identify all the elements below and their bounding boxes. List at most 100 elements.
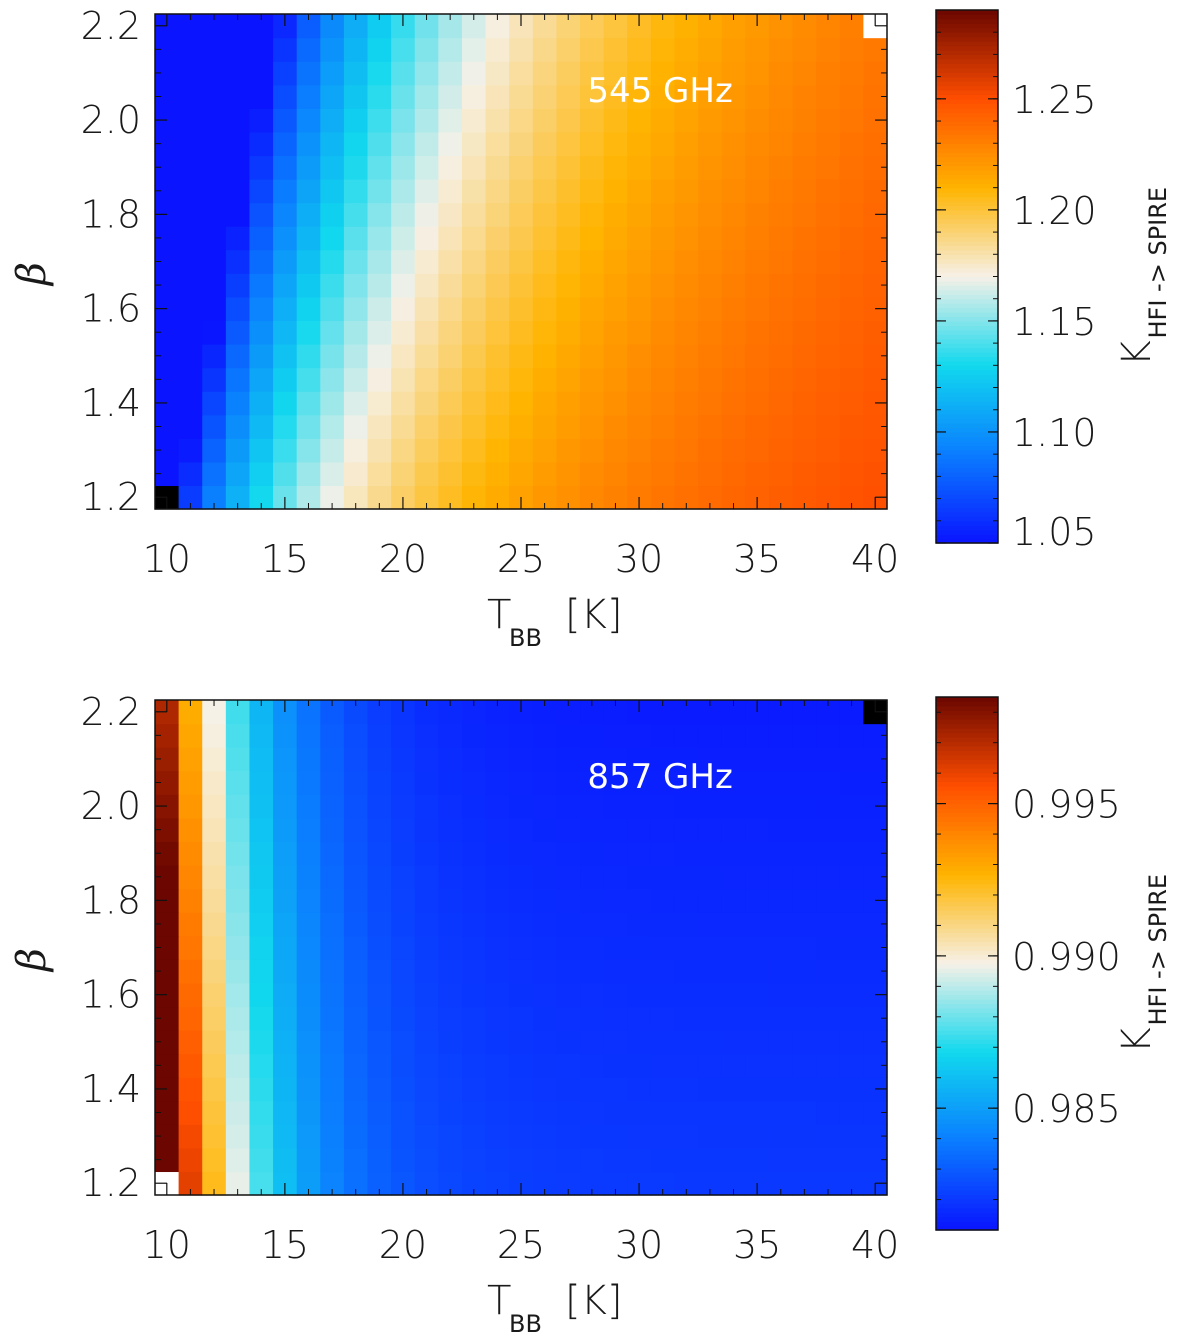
heatmap-cell (249, 1100, 274, 1125)
heatmap-cell (485, 770, 510, 795)
heatmap-cell (580, 179, 605, 204)
heatmap-cell (249, 461, 274, 487)
heatmap-cell (414, 367, 439, 392)
heatmap-cell (273, 37, 298, 62)
heatmap-cell (650, 249, 676, 274)
heatmap-cell (438, 1006, 463, 1031)
heatmap-cell (249, 61, 274, 86)
heatmap-cell (461, 1053, 487, 1078)
heatmap-cell (580, 935, 605, 960)
heatmap-cell (320, 155, 345, 180)
heatmap-cell (556, 61, 581, 86)
colorbar-segment (936, 994, 998, 1000)
colorbar-segment (936, 454, 998, 460)
heatmap-cell (438, 747, 463, 772)
heatmap-cell (178, 1006, 203, 1031)
colorbar-segment (936, 245, 998, 251)
heatmap-cell (768, 865, 794, 890)
heatmap-cell (509, 61, 534, 86)
heatmap-cell (839, 912, 864, 937)
heatmap-cell (627, 841, 652, 866)
heatmap-cell (556, 723, 581, 748)
heatmap-cell (721, 1053, 746, 1078)
heatmap-cell (509, 461, 534, 487)
heatmap-cell (178, 391, 203, 416)
heatmap-cell (603, 179, 628, 204)
heatmap-cell (698, 747, 723, 772)
heatmap-cell (698, 131, 723, 157)
heatmap-cell (343, 817, 369, 843)
colorbar-segment (936, 58, 998, 64)
colorbar-segment (936, 1154, 998, 1160)
heatmap-cell (627, 84, 652, 109)
heatmap-cell (792, 108, 817, 133)
heatmap-cells (155, 700, 888, 1196)
heatmap-cell (178, 37, 203, 62)
heatmap-cell (627, 367, 652, 392)
heatmap-cell (816, 84, 841, 109)
heatmap-cell (225, 794, 251, 819)
heatmap-cell (438, 84, 463, 109)
heatmap-cell (650, 1077, 676, 1102)
y-tick-label: 1.2 (81, 1161, 141, 1205)
colorbar-segment (936, 1030, 998, 1036)
heatmap-cell (296, 61, 321, 86)
heatmap-cell (650, 888, 676, 913)
heatmap-cell (178, 959, 203, 984)
heatmap-cell (438, 296, 463, 322)
heatmap-cell (414, 108, 439, 133)
heatmap-cell (202, 61, 227, 86)
colorbar-segment (936, 825, 998, 831)
heatmap-cell (580, 461, 605, 487)
heatmap-cell (580, 61, 605, 86)
heatmap-cell (698, 865, 723, 890)
heatmap-cell (603, 391, 628, 416)
colorbar-segment (936, 258, 998, 264)
heatmap-cell (792, 414, 817, 439)
heatmap-cell (509, 747, 534, 772)
heatmap-cell (391, 1100, 416, 1125)
heatmap-cell (391, 1124, 416, 1149)
heatmap-cell (721, 296, 746, 322)
heatmap-cell (273, 414, 298, 439)
colorbar-segment (936, 959, 998, 965)
heatmap-cell (532, 320, 558, 345)
heatmap-cell (603, 84, 628, 109)
heatmap-cell (438, 249, 463, 274)
heatmap-cell (461, 982, 487, 1008)
heatmap-cell (414, 414, 439, 439)
heatmap-cell (485, 249, 510, 274)
x-axis-title: T (487, 592, 511, 638)
heatmap-cell (320, 37, 345, 62)
colorbar-segment (936, 1212, 998, 1218)
heatmap-cell (273, 723, 298, 748)
heatmap-cell (556, 1100, 581, 1125)
heatmap-cell (391, 723, 416, 748)
heatmap-cell (816, 1006, 841, 1031)
heatmap-cell (461, 935, 487, 960)
heatmap-cell (674, 1147, 699, 1173)
heatmap-cell (367, 179, 392, 204)
heatmap-cell (627, 912, 652, 937)
heatmap-cell (202, 273, 227, 298)
colorbar-segment (936, 865, 998, 871)
y-axis-title: β (9, 262, 55, 287)
heatmap-cell (698, 770, 723, 795)
heatmap-cell (721, 37, 746, 62)
colorbar-segment (936, 1167, 998, 1173)
heatmap-cell (461, 770, 487, 795)
heatmap-cell (745, 1147, 770, 1173)
heatmap-cell (438, 179, 463, 204)
heatmap-cell (650, 461, 676, 487)
heatmap-cell (367, 108, 392, 133)
heatmap-cell (580, 841, 605, 866)
heatmap-cell (745, 770, 770, 795)
heatmap-cell (698, 391, 723, 416)
colorbar-segment (936, 480, 998, 486)
heatmap-cell (580, 249, 605, 274)
heatmap-cell (745, 1053, 770, 1078)
colorbar-segment (936, 1176, 998, 1182)
heatmap-cell (580, 865, 605, 890)
heatmap-cell (367, 461, 392, 487)
heatmap-cells (155, 14, 888, 510)
